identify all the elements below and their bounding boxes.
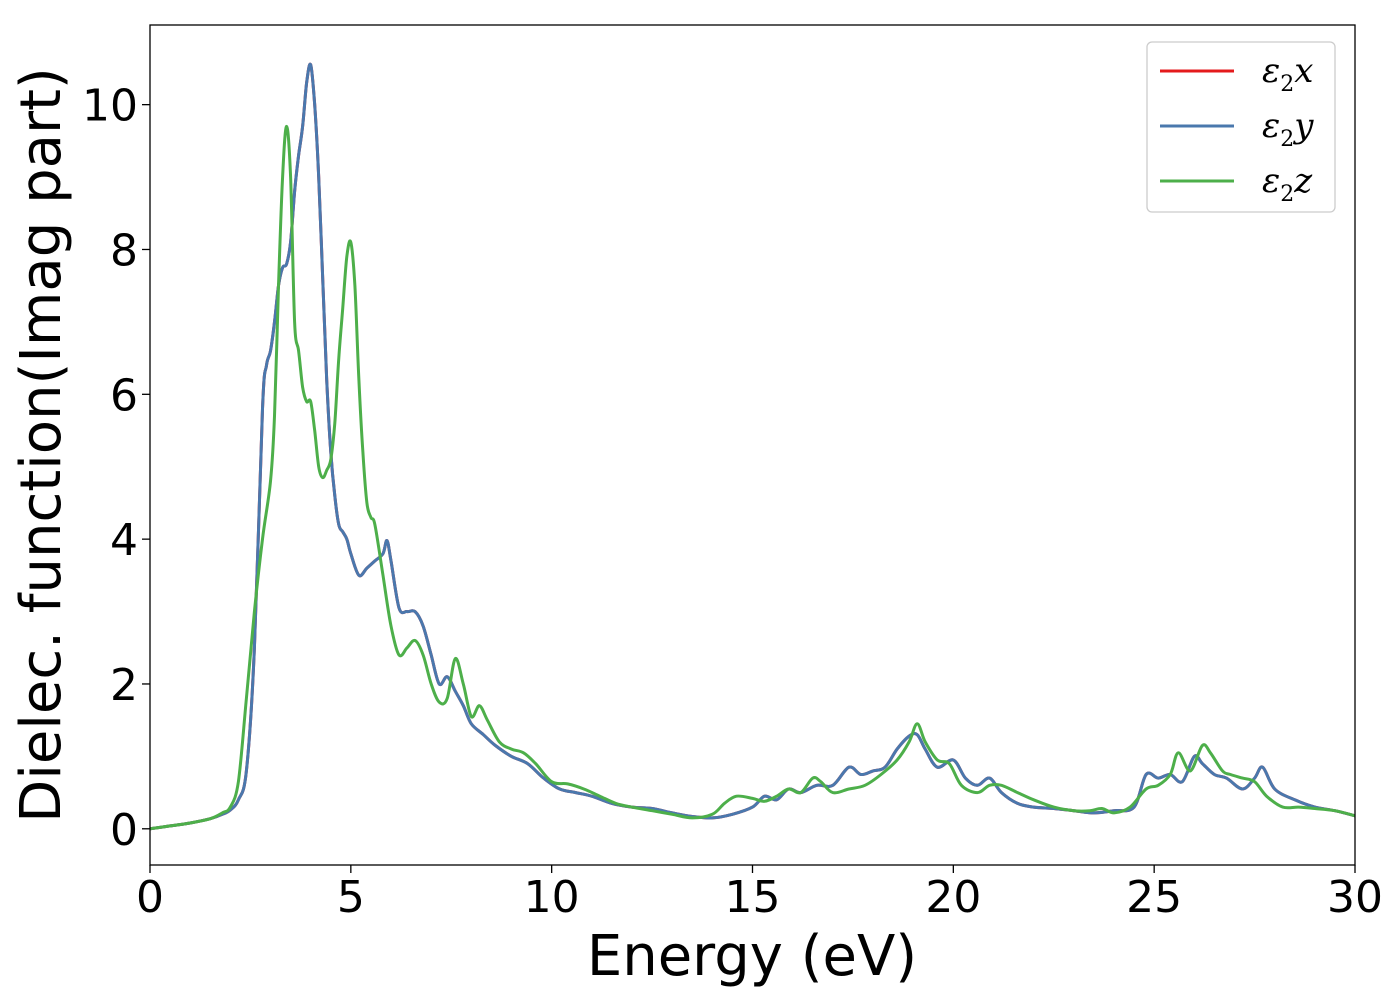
y-tick-label: 2: [110, 660, 138, 711]
legend: ε2x ε2y ε2z: [1146, 41, 1336, 213]
x-tick-label: 10: [524, 872, 580, 923]
y-tick-label: 10: [82, 81, 138, 132]
series-group: [150, 62, 1355, 831]
y-tick-label: 4: [110, 515, 138, 566]
x-axis: 0 5 10 15 20 25 30: [136, 865, 1383, 923]
x-tick-label: 25: [1126, 872, 1182, 923]
y-tick-label: 6: [110, 370, 138, 421]
x-axis-label: Energy (eV): [587, 924, 917, 989]
x-tick-label: 30: [1327, 872, 1383, 923]
y-axis: 0 2 4 6 8 10: [82, 81, 150, 856]
x-tick-label: 20: [925, 872, 981, 923]
series-line-y: [150, 62, 1355, 831]
y-tick-label: 0: [110, 805, 138, 856]
legend-label-y: ε2y: [1262, 106, 1314, 152]
legend-label-x: ε2x: [1262, 51, 1313, 97]
y-axis-label: Dielec. function(Imag part): [9, 67, 74, 823]
legend-box: [1146, 41, 1336, 213]
x-tick-label: 0: [136, 872, 164, 923]
legend-label-z: ε2z: [1262, 161, 1313, 207]
x-tick-label: 5: [337, 872, 365, 923]
x-tick-label: 15: [725, 872, 781, 923]
y-tick-label: 8: [110, 225, 138, 276]
series-line-z: [150, 124, 1355, 831]
